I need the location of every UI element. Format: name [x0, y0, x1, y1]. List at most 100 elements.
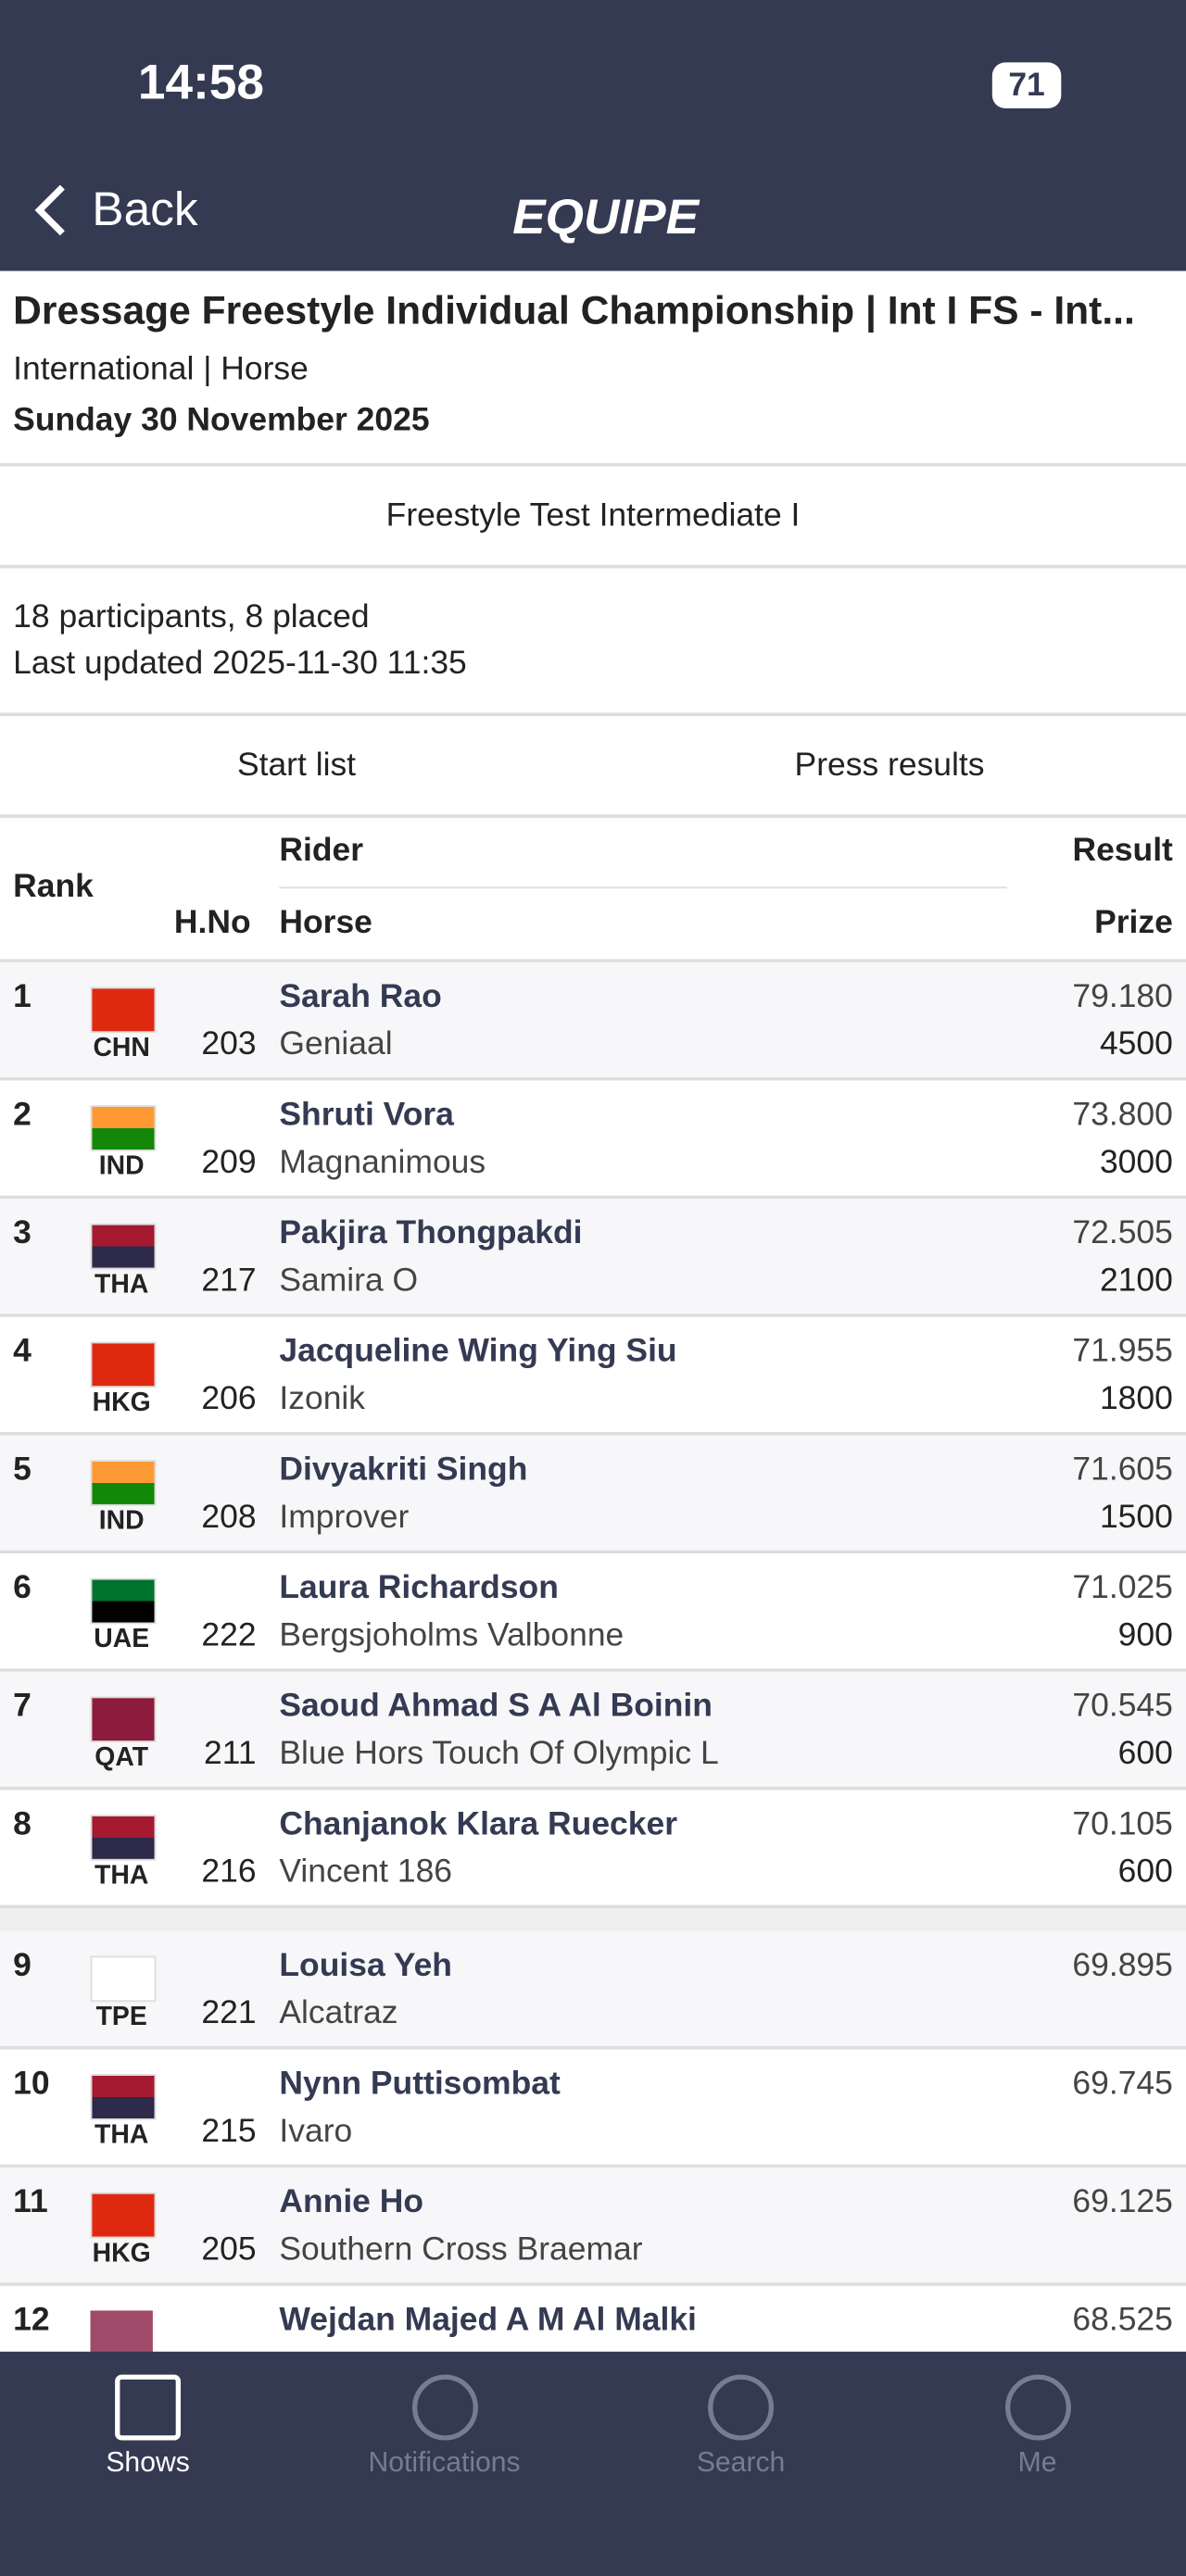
rank: 6 — [13, 1569, 32, 1606]
horse: Improver — [279, 1499, 410, 1536]
rider: Pakjira Thongpakdi — [279, 1214, 583, 1251]
rank: 12 — [13, 2302, 50, 2339]
divider — [279, 886, 1007, 889]
horse-number: 209 — [201, 1144, 257, 1181]
date: Sunday 30 November 2025 — [13, 402, 430, 439]
title: Dressage Freestyle Individual Championsh… — [13, 289, 1135, 333]
col-header: Horse — [279, 904, 372, 941]
prize: 1500 — [1099, 1499, 1173, 1536]
nation: CHN — [93, 1034, 150, 1063]
tab-label[interactable]: Shows — [106, 2446, 190, 2479]
prize: 600 — [1117, 1853, 1173, 1891]
tab[interactable]: Press results — [794, 747, 985, 784]
rider: Saoud Ahmad S A Al Boinin — [279, 1688, 713, 1725]
tab-label[interactable]: Search — [696, 2446, 786, 2479]
table-row[interactable]: 7 QAT 211 Saoud Ahmad S A Al Boinin Blue Hor… — [0, 1671, 1186, 1791]
table-row[interactable]: 4 HKG 206 Jacqueline Wing Ying Siu Izonik 71.… — [0, 1316, 1186, 1436]
horse: Samira O — [279, 1263, 419, 1300]
horse: Alcatraz — [279, 1995, 398, 2032]
subtitle: International | Horse — [13, 351, 309, 388]
divider — [0, 712, 1186, 716]
nation: HKG — [92, 2240, 151, 2268]
result: 69.895 — [1072, 1947, 1173, 1984]
nation: THA — [95, 1271, 149, 1300]
rider: Annie Ho — [279, 2183, 424, 2220]
flag — [90, 1341, 157, 1389]
rank: 9 — [13, 1947, 32, 1984]
table-row[interactable]: 10 THA 215 Nynn Puttisombat Ivaro 69.745 — [0, 2049, 1186, 2168]
table-row[interactable]: 5 IND 208 Divyakriti Singh Improver 71.605 150… — [0, 1435, 1186, 1554]
test-name: Freestyle Test Intermediate I — [385, 497, 801, 534]
flag — [90, 1460, 157, 1506]
rank: 8 — [13, 1806, 32, 1843]
rank: 7 — [13, 1688, 32, 1725]
top-bar: 14:58 71 Back EQUIPE — [0, 0, 1186, 271]
rank: 4 — [13, 1333, 32, 1370]
rider: Louisa Yeh — [279, 1947, 452, 1984]
result: 68.525 — [1072, 2302, 1173, 2339]
result: 71.955 — [1072, 1333, 1173, 1370]
col-header: Rider — [279, 832, 364, 869]
horse: Magnanimous — [279, 1144, 486, 1181]
tab-icon[interactable] — [1004, 2374, 1071, 2441]
result: 69.745 — [1072, 2066, 1173, 2103]
result: 71.605 — [1072, 1451, 1173, 1489]
rider: Wejdan Majed A M Al Malki — [279, 2302, 697, 2339]
result: 79.180 — [1072, 978, 1173, 1015]
horse-number: 203 — [201, 1026, 257, 1063]
nation: TPE — [95, 2003, 147, 2032]
participants: 18 participants, 8 placed — [13, 599, 370, 636]
result: 71.025 — [1072, 1569, 1173, 1606]
table-row[interactable]: 3 THA 217 Pakjira Thongpakdi Samira O 72.505 2… — [0, 1199, 1186, 1317]
table-row[interactable]: 9 TPE 221 Louisa Yeh Alcatraz 69.895 — [0, 1930, 1186, 2050]
horse: Vincent 186 — [279, 1853, 453, 1891]
nation: IND — [98, 1507, 145, 1536]
horse-number: 215 — [201, 2113, 257, 2150]
horse: Southern Cross Braemar — [279, 2231, 643, 2268]
back-arrow[interactable] — [30, 181, 72, 240]
nation: THA — [95, 2121, 149, 2150]
table-row[interactable]: 1 CHN 203 Sarah Rao Geniaal 79.180 4500 — [0, 961, 1186, 1081]
horse-number: 208 — [201, 1499, 257, 1536]
back-button[interactable]: Back — [92, 183, 198, 237]
battery: 71 — [991, 62, 1062, 109]
rank: 10 — [13, 2066, 50, 2103]
tab-icon[interactable] — [115, 2374, 182, 2441]
horse-number: 211 — [204, 1735, 257, 1772]
table-row[interactable]: 8 THA 216 Chanjanok Klara Ruecker Vincent 18… — [0, 1790, 1186, 1909]
prize: 1800 — [1099, 1381, 1173, 1418]
rider: Chanjanok Klara Ruecker — [279, 1806, 678, 1843]
table-row[interactable]: 6 UAE 222 Laura Richardson Bergsjoholms Valb… — [0, 1553, 1186, 1672]
flag — [90, 1577, 157, 1625]
flag — [90, 2310, 153, 2354]
flag — [90, 1223, 157, 1270]
horse: Blue Hors Touch Of Olympic L — [279, 1735, 719, 1772]
horse-number: 206 — [201, 1381, 257, 1418]
tab-label[interactable]: Notifications — [368, 2446, 521, 2479]
flag — [90, 1105, 157, 1151]
tab-icon[interactable] — [708, 2374, 775, 2441]
tab-icon[interactable] — [411, 2374, 478, 2441]
rider: Nynn Puttisombat — [279, 2066, 561, 2103]
nation: HKG — [92, 1389, 151, 1418]
table-row[interactable]: 11 HKG 205 Annie Ho Southern Cross Braemar 69… — [0, 2168, 1186, 2286]
col-header: Rank — [13, 868, 94, 905]
horse-number: 222 — [201, 1617, 257, 1654]
horse-number: 217 — [201, 1263, 257, 1300]
tab[interactable]: Start list — [236, 747, 357, 784]
rank: 3 — [13, 1214, 32, 1251]
horse: Izonik — [279, 1381, 366, 1418]
result: 70.105 — [1072, 1806, 1173, 1843]
table-row[interactable]: 2 IND 209 Shruti Vora Magnanimous 73.800 3000 — [0, 1080, 1186, 1200]
rider: Shruti Vora — [279, 1097, 454, 1134]
last-updated: Last updated 2025-11-30 11:35 — [13, 645, 467, 682]
rider: Laura Richardson — [279, 1569, 559, 1606]
separator — [0, 1908, 1186, 1931]
flag — [90, 1955, 157, 2003]
result: 73.800 — [1072, 1097, 1173, 1134]
tab-label[interactable]: Me — [1017, 2446, 1057, 2479]
divider — [0, 814, 1186, 818]
flag — [90, 2192, 157, 2239]
rank: 5 — [13, 1451, 32, 1489]
